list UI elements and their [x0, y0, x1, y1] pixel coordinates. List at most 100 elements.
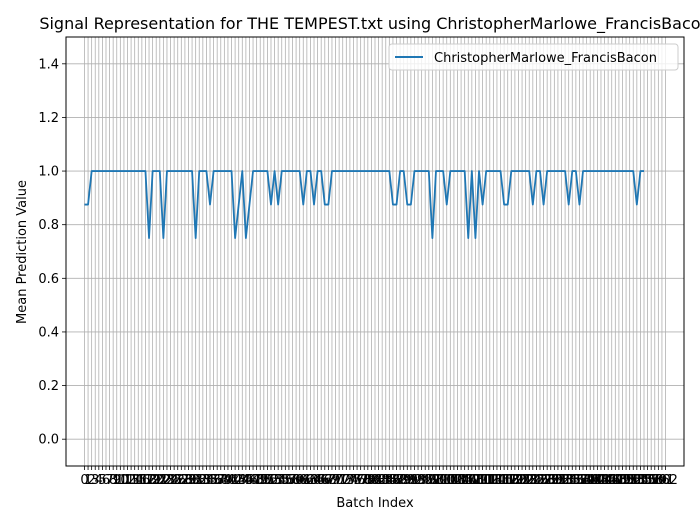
x-tick-label: 75 [345, 473, 362, 488]
x-tick-label: 31 [187, 473, 204, 488]
x-tick-label: 80 [363, 473, 380, 488]
x-tick-label: 18 [141, 473, 158, 488]
y-tick-label: 0.2 [38, 379, 59, 394]
legend: ChristopherMarlowe_FrancisBacon [388, 43, 679, 71]
x-tick-label: 105 [449, 473, 474, 488]
x-tick-label: 108 [459, 473, 484, 488]
x-tick-label: 101 [434, 473, 459, 488]
x-tick-label: 10 [112, 473, 129, 488]
x-tick-label: 41 [223, 473, 240, 488]
x-tick-label: 5 [98, 473, 106, 488]
x-tick-label: 7 [105, 473, 113, 488]
y-tick-label: 0.8 [38, 218, 59, 233]
series-lines [84, 170, 645, 239]
x-tick-label: 116 [488, 473, 513, 488]
x-tick-label: 12 [119, 473, 136, 488]
x-tick-label: 36 [205, 473, 222, 488]
x-tick-label: 42 [227, 473, 244, 488]
x-tick-label: 123 [513, 473, 538, 488]
x-tick-label: 4 [95, 473, 103, 488]
x-tick-label: 66 [313, 473, 330, 488]
y-tick-label: 1.4 [38, 57, 59, 72]
x-tick-label: 114 [481, 473, 506, 488]
x-tick-label: 136 [560, 473, 585, 488]
x-tick-label: 139 [571, 473, 596, 488]
x-tick-label: 71 [331, 473, 348, 488]
x-tick-label: 115 [485, 473, 510, 488]
x-tick-label: 87 [388, 473, 405, 488]
x-tick-label: 47 [245, 473, 262, 488]
x-tick-label: 77 [352, 473, 369, 488]
x-tick-label: 88 [392, 473, 409, 488]
x-tick-label: 28 [177, 473, 194, 488]
x-tick-label: 16 [134, 473, 151, 488]
x-tick-label: 145 [592, 473, 617, 488]
x-tick-label: 79 [360, 473, 377, 488]
x-tick-label: 24 [162, 473, 179, 488]
x-tick-label: 84 [377, 473, 394, 488]
series-line [84, 170, 645, 239]
y-tick-label: 1.0 [38, 165, 59, 180]
x-tick-label: 69 [324, 473, 341, 488]
x-tick-label: 141 [578, 473, 603, 488]
x-tick-label: 45 [238, 473, 255, 488]
x-tick-label: 33 [195, 473, 212, 488]
x-tick-label: 53 [266, 473, 283, 488]
x-tick-label: 9 [113, 473, 121, 488]
x-tick-label: 90 [399, 473, 416, 488]
x-tick-label: 110 [467, 473, 492, 488]
x-axis-ticks: 0123456789101112131415161718192021222324… [80, 466, 678, 488]
x-tick-label: 39 [216, 473, 233, 488]
x-tick-label: 99 [431, 473, 448, 488]
x-tick-label: 94 [413, 473, 430, 488]
x-tick-label: 103 [441, 473, 466, 488]
x-tick-label: 117 [492, 473, 517, 488]
x-tick-label: 13 [123, 473, 140, 488]
x-tick-label: 120 [502, 473, 527, 488]
x-tick-label: 55 [273, 473, 290, 488]
x-tick-label: 160 [646, 473, 671, 488]
x-tick-label: 74 [342, 473, 359, 488]
x-tick-label: 126 [524, 473, 549, 488]
x-tick-label: 147 [599, 473, 624, 488]
x-tick-label: 162 [653, 473, 678, 488]
grid-lines [66, 37, 684, 466]
x-tick-label: 59 [288, 473, 305, 488]
y-axis-label: Mean Prediction Value [15, 180, 30, 324]
x-tick-label: 65 [309, 473, 326, 488]
x-tick-label: 78 [356, 473, 373, 488]
y-tick-label: 0.0 [38, 433, 59, 448]
x-tick-label: 46 [241, 473, 258, 488]
x-axis-label: Batch Index [336, 496, 414, 511]
x-tick-label: 40 [220, 473, 237, 488]
x-tick-label: 17 [137, 473, 154, 488]
x-tick-label: 27 [173, 473, 190, 488]
x-tick-label: 129 [535, 473, 560, 488]
x-tick-label: 81 [367, 473, 384, 488]
x-tick-label: 122 [510, 473, 535, 488]
x-tick-label: 161 [650, 473, 675, 488]
x-tick-label: 22 [155, 473, 172, 488]
x-tick-label: 158 [639, 473, 664, 488]
x-tick-label: 125 [520, 473, 545, 488]
legend-label: ChristopherMarlowe_FrancisBacon [434, 51, 657, 66]
x-tick-label: 127 [528, 473, 553, 488]
x-tick-label: 91 [403, 473, 420, 488]
x-tick-label: 35 [202, 473, 219, 488]
y-tick-label: 1.2 [38, 111, 59, 126]
x-tick-label: 56 [277, 473, 294, 488]
x-tick-label: 137 [563, 473, 588, 488]
x-tick-label: 124 [517, 473, 542, 488]
x-tick-label: 144 [589, 473, 614, 488]
x-tick-label: 83 [374, 473, 391, 488]
x-tick-label: 95 [417, 473, 434, 488]
x-tick-label: 54 [270, 473, 287, 488]
x-tick-label: 50 [256, 473, 273, 488]
x-tick-label: 159 [642, 473, 667, 488]
x-tick-label: 93 [410, 473, 427, 488]
x-tick-label: 140 [574, 473, 599, 488]
x-tick-label: 73 [338, 473, 355, 488]
x-tick-label: 0 [80, 473, 88, 488]
x-tick-label: 96 [421, 473, 438, 488]
